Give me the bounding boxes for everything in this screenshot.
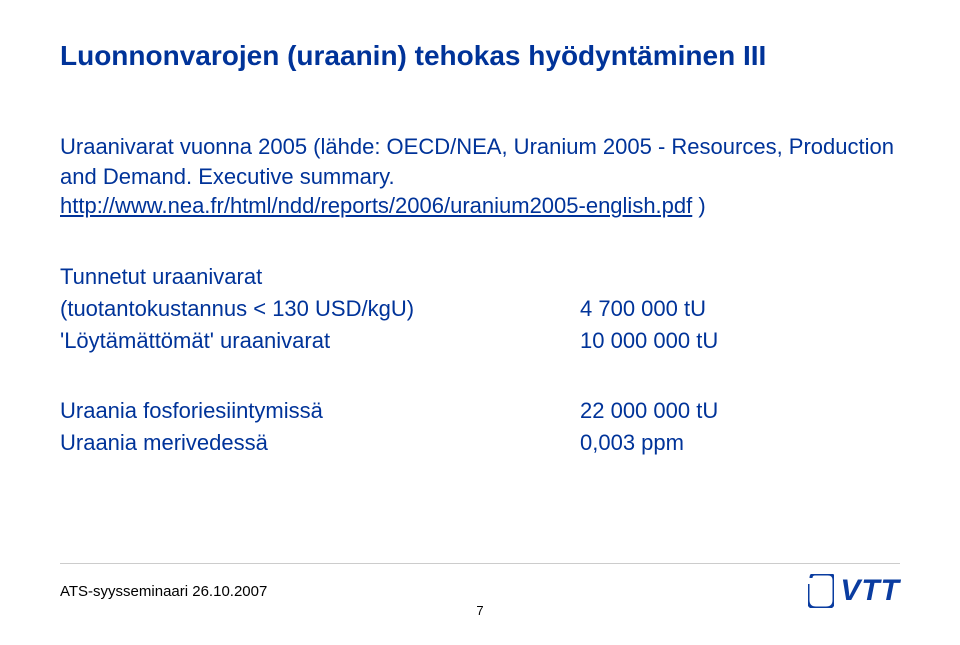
label: 'Löytämättömät' uraanivarat: [60, 325, 580, 357]
label: Uraania merivedessä: [60, 427, 580, 459]
source-citation: Uraanivarat vuonna 2005 (lähde: OECD/NEA…: [60, 132, 900, 221]
label: (tuotantokustannus < 130 USD/kgU): [60, 293, 580, 325]
footer-divider: [60, 563, 900, 564]
content-body: Tunnetut uraanivarat (tuotantokustannus …: [60, 261, 900, 458]
slide: Luonnonvarojen (uraanin) tehokas hyödynt…: [0, 0, 960, 645]
citation-text-prefix: Uraanivarat vuonna 2005 (lähde: OECD/NEA…: [60, 134, 894, 189]
row-production-cost: (tuotantokustannus < 130 USD/kgU) 4 700 …: [60, 293, 900, 325]
citation-link[interactable]: http://www.nea.fr/html/ndd/reports/2006/…: [60, 193, 692, 218]
row-phosphorus: Uraania fosforiesiintymissä 22 000 000 t…: [60, 395, 900, 427]
block-heading: Tunnetut uraanivarat: [60, 261, 900, 293]
page-title: Luonnonvarojen (uraanin) tehokas hyödynt…: [60, 40, 900, 72]
vtt-logo-icon: [808, 574, 834, 608]
vtt-logo-text: VTT: [840, 574, 900, 608]
value: 4 700 000 tU: [580, 293, 706, 325]
row-undiscovered: 'Löytämättömät' uraanivarat 10 000 000 t…: [60, 325, 900, 357]
block-other-sources: Uraania fosforiesiintymissä 22 000 000 t…: [60, 395, 900, 459]
label: Uraania fosforiesiintymissä: [60, 395, 580, 427]
vtt-logo: VTT: [808, 574, 900, 608]
page-number: 7: [476, 603, 483, 618]
footer-text: ATS-syysseminaari 26.10.2007: [60, 583, 267, 600]
value: 22 000 000 tU: [580, 395, 718, 427]
row-seawater: Uraania merivedessä 0,003 ppm: [60, 427, 900, 459]
footer: ATS-syysseminaari 26.10.2007 VTT 7: [60, 563, 900, 623]
block-known-reserves: Tunnetut uraanivarat (tuotantokustannus …: [60, 261, 900, 357]
value: 10 000 000 tU: [580, 325, 718, 357]
value: 0,003 ppm: [580, 427, 684, 459]
citation-text-suffix: ): [692, 193, 705, 218]
